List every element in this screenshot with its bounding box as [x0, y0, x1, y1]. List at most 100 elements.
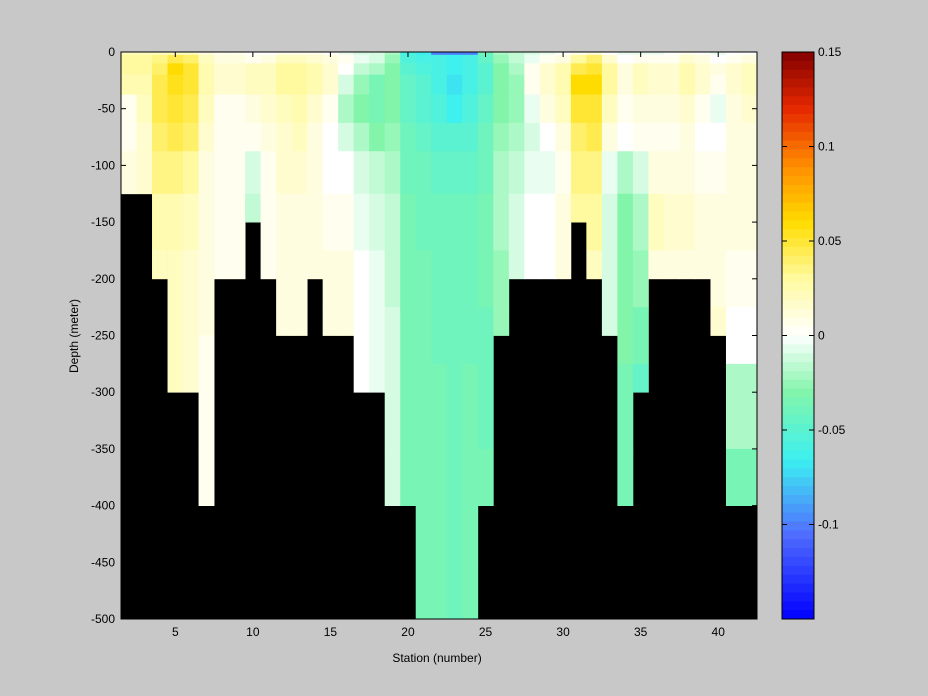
colorbar-segment: [782, 530, 814, 540]
heatmap-cell: [508, 151, 525, 195]
heatmap-cell: [415, 94, 432, 124]
heatmap-cell: [353, 52, 370, 56]
y-tick-label: -200: [91, 272, 115, 286]
heatmap-cell: [400, 448, 417, 506]
heatmap-cell: [198, 63, 215, 76]
heatmap-cell: [508, 193, 525, 251]
heatmap-cell: [276, 94, 293, 124]
heatmap-cell: [617, 250, 634, 308]
heatmap-cell: [369, 63, 386, 76]
y-tick-label: -350: [91, 442, 115, 456]
heatmap-cell: [679, 54, 696, 64]
colorbar-segment: [782, 610, 814, 620]
colorbar-segment: [782, 282, 814, 292]
heatmap-cell: [601, 94, 618, 124]
colorbar-segment: [782, 432, 814, 443]
heatmap-cell: [741, 250, 758, 308]
heatmap-cell: [524, 74, 541, 95]
heatmap-cell: [353, 307, 370, 365]
heatmap-cell: [694, 52, 711, 56]
heatmap-cell: [679, 122, 696, 152]
colorbar-segment: [782, 539, 814, 549]
heatmap-cell: [245, 74, 262, 95]
heatmap-cell: [152, 54, 168, 64]
heatmap-cell: [276, 122, 293, 152]
heatmap-cell: [121, 94, 137, 124]
heatmap-cell: [183, 151, 199, 195]
heatmap-cell: [229, 74, 246, 95]
heatmap-cell: [291, 63, 308, 76]
heatmap-cell: [508, 54, 525, 64]
heatmap-cell: [322, 151, 339, 195]
heatmap-cell: [632, 250, 649, 308]
heatmap-cell: [679, 193, 696, 251]
heatmap-cell: [462, 193, 479, 251]
heatmap-cell: [276, 63, 293, 76]
colorbar-segment: [782, 477, 814, 487]
heatmap-cell: [307, 54, 324, 64]
heatmap-cell: [152, 94, 168, 124]
heatmap-cell: [353, 94, 370, 124]
heatmap-cell: [741, 307, 758, 365]
heatmap-cell: [539, 151, 556, 195]
heatmap-cell: [260, 193, 277, 251]
colorbar-tick-label: -0.1: [818, 518, 839, 532]
heatmap-cell: [462, 52, 479, 56]
heatmap-cell: [369, 54, 386, 64]
heatmap-cell: [741, 151, 758, 195]
heatmap-cell: [415, 562, 432, 620]
x-tick-label: 35: [634, 625, 648, 639]
heatmap-cell: [524, 250, 541, 280]
heatmap-cell: [384, 151, 401, 195]
heatmap-cell: [369, 122, 386, 152]
heatmap-cell: [632, 193, 649, 251]
heatmap-cell: [167, 250, 184, 308]
x-axis-label: Station (number): [392, 651, 481, 665]
heatmap-cell: [245, 94, 262, 124]
heatmap-cell: [586, 94, 603, 124]
heatmap-cell: [307, 74, 324, 95]
colorbar-segment: [782, 574, 814, 584]
heatmap-cell: [415, 52, 432, 56]
colorbar-segment: [782, 149, 814, 159]
heatmap-cell: [555, 193, 572, 251]
heatmap-cell: [679, 250, 696, 280]
heatmap-cell: [431, 63, 448, 76]
y-tick-label: -150: [91, 215, 115, 229]
heatmap-cell: [570, 74, 587, 95]
heatmap-cell: [477, 74, 494, 95]
y-axis-label: Depth (meter): [67, 299, 81, 373]
colorbar-segment: [782, 291, 814, 301]
heatmap-cell: [121, 63, 137, 76]
heatmap-cell: [322, 63, 339, 76]
heatmap-cell: [400, 151, 417, 195]
heatmap-cell: [493, 307, 510, 336]
heatmap-cell: [462, 448, 479, 563]
heatmap-cell: [198, 74, 215, 95]
heatmap-cell: [462, 122, 479, 152]
heatmap-cell: [508, 122, 525, 152]
heatmap-cell: [446, 363, 463, 450]
heatmap-cell: [183, 193, 199, 251]
heatmap-cell: [353, 63, 370, 76]
colorbar-segment: [782, 229, 814, 239]
heatmap-cell: [152, 63, 168, 76]
heatmap-cells: [121, 52, 758, 620]
heatmap-cell: [493, 94, 510, 124]
heatmap-cell: [291, 52, 308, 56]
heatmap-cell: [198, 448, 215, 506]
heatmap-cell: [121, 74, 137, 95]
heatmap-cell: [725, 307, 742, 365]
heatmap-cell: [415, 250, 432, 308]
heatmap-cell: [648, 63, 665, 76]
heatmap-cell: [446, 562, 463, 620]
y-tick-label: -400: [91, 499, 115, 513]
heatmap-cell: [183, 307, 199, 365]
colorbar-segment: [782, 273, 814, 283]
heatmap-cell: [152, 74, 168, 95]
colorbar-segment: [782, 264, 814, 274]
heatmap-cell: [152, 193, 168, 251]
y-tick-label: -100: [91, 158, 115, 172]
heatmap-cell: [167, 307, 184, 365]
heatmap-cell: [741, 122, 758, 152]
